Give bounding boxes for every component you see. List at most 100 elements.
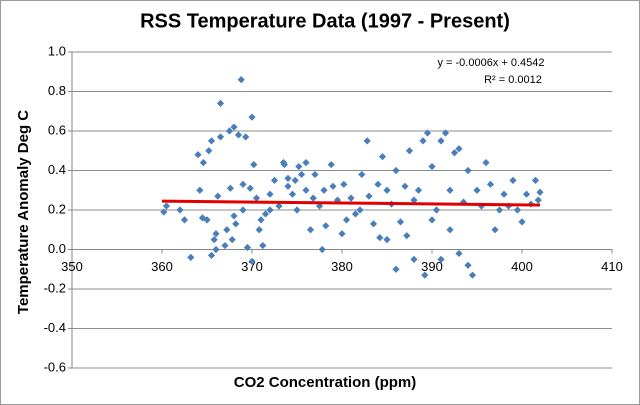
data-point	[473, 186, 481, 194]
data-point	[214, 192, 222, 200]
data-point	[423, 129, 432, 137]
data-point	[194, 151, 202, 159]
data-point	[180, 216, 189, 224]
x-tick-label: 390	[421, 259, 443, 274]
data-point	[369, 220, 378, 228]
data-point	[162, 202, 171, 210]
data-point	[455, 249, 463, 258]
data-point	[351, 210, 360, 218]
data-point	[302, 186, 310, 194]
data-point	[250, 160, 258, 169]
data-point	[464, 261, 472, 269]
data-point	[239, 206, 247, 214]
data-point	[358, 170, 366, 179]
data-point	[261, 210, 270, 218]
data-point	[306, 226, 315, 234]
data-point	[259, 241, 267, 250]
data-point	[266, 190, 274, 198]
data-point	[437, 137, 445, 145]
y-tick-label: 0.8	[48, 83, 66, 98]
data-point	[329, 182, 337, 190]
data-point	[495, 206, 504, 214]
data-point	[518, 218, 526, 226]
data-point	[207, 137, 216, 145]
data-point	[374, 180, 382, 188]
data-point	[342, 216, 351, 224]
x-tick-label: 350	[61, 259, 83, 274]
data-point	[486, 180, 495, 188]
data-point	[252, 194, 261, 202]
data-point	[280, 160, 288, 169]
data-point	[293, 206, 301, 214]
data-point	[383, 236, 391, 244]
data-point	[203, 216, 211, 224]
data-point	[392, 265, 400, 273]
data-point	[302, 159, 310, 167]
data-point	[255, 226, 263, 234]
data-point	[270, 176, 279, 184]
data-point	[221, 241, 229, 250]
data-point	[228, 236, 236, 244]
data-point	[297, 170, 306, 179]
x-tick-label: 400	[511, 259, 533, 274]
data-point	[482, 159, 490, 167]
data-point	[176, 206, 184, 214]
data-point	[401, 182, 409, 190]
r-squared: R² = 0.0012	[484, 74, 542, 86]
y-tick-label: 0.2	[48, 201, 66, 216]
data-point	[437, 255, 445, 263]
data-point	[446, 186, 454, 194]
y-axis-label: Temperature Anomaly Deg C	[15, 110, 32, 314]
data-point	[356, 206, 364, 214]
data-point	[210, 236, 218, 244]
data-point	[468, 271, 477, 279]
equation: y = -0.0006x + 0.4542	[437, 57, 544, 69]
data-point	[378, 153, 387, 161]
data-point	[212, 230, 220, 238]
y-tick-label: -0.4	[44, 320, 66, 335]
data-point	[464, 166, 472, 175]
data-point	[248, 113, 256, 121]
data-point	[322, 222, 330, 230]
data-point	[226, 184, 234, 192]
data-point	[160, 208, 168, 216]
data-point	[257, 216, 265, 224]
data-point	[509, 176, 517, 184]
data-point	[536, 188, 544, 196]
data-point	[320, 186, 328, 194]
x-tick-label: 380	[331, 259, 353, 274]
data-point	[248, 257, 256, 265]
data-point	[522, 190, 531, 198]
data-point	[232, 220, 240, 228]
data-point	[230, 123, 238, 131]
data-point	[428, 162, 436, 171]
data-point	[403, 232, 411, 240]
data-point	[187, 253, 195, 261]
data-point	[311, 170, 319, 179]
data-point	[455, 145, 463, 153]
data-point	[275, 202, 283, 210]
data-point	[243, 243, 252, 252]
data-point	[196, 186, 204, 194]
data-point	[396, 218, 405, 226]
data-point	[237, 76, 245, 84]
data-point	[363, 137, 371, 145]
data-point	[284, 182, 292, 190]
data-point	[450, 149, 459, 157]
chart-title: RSS Temperature Data (1997 - Present)	[140, 10, 510, 32]
y-tick-label: 0.4	[48, 162, 66, 177]
data-point	[291, 176, 299, 184]
data-point	[531, 176, 540, 184]
x-tick-label: 360	[151, 259, 173, 274]
data-point	[242, 133, 250, 141]
x-axis-label: CO2 Concentration (ppm)	[234, 374, 417, 391]
y-tick-label: -0.2	[44, 280, 66, 295]
data-point	[392, 166, 400, 175]
data-point	[383, 186, 391, 194]
y-tick-label: 0.6	[48, 122, 66, 137]
data-point	[491, 226, 499, 234]
data-point	[230, 212, 238, 220]
data-point	[225, 127, 234, 135]
